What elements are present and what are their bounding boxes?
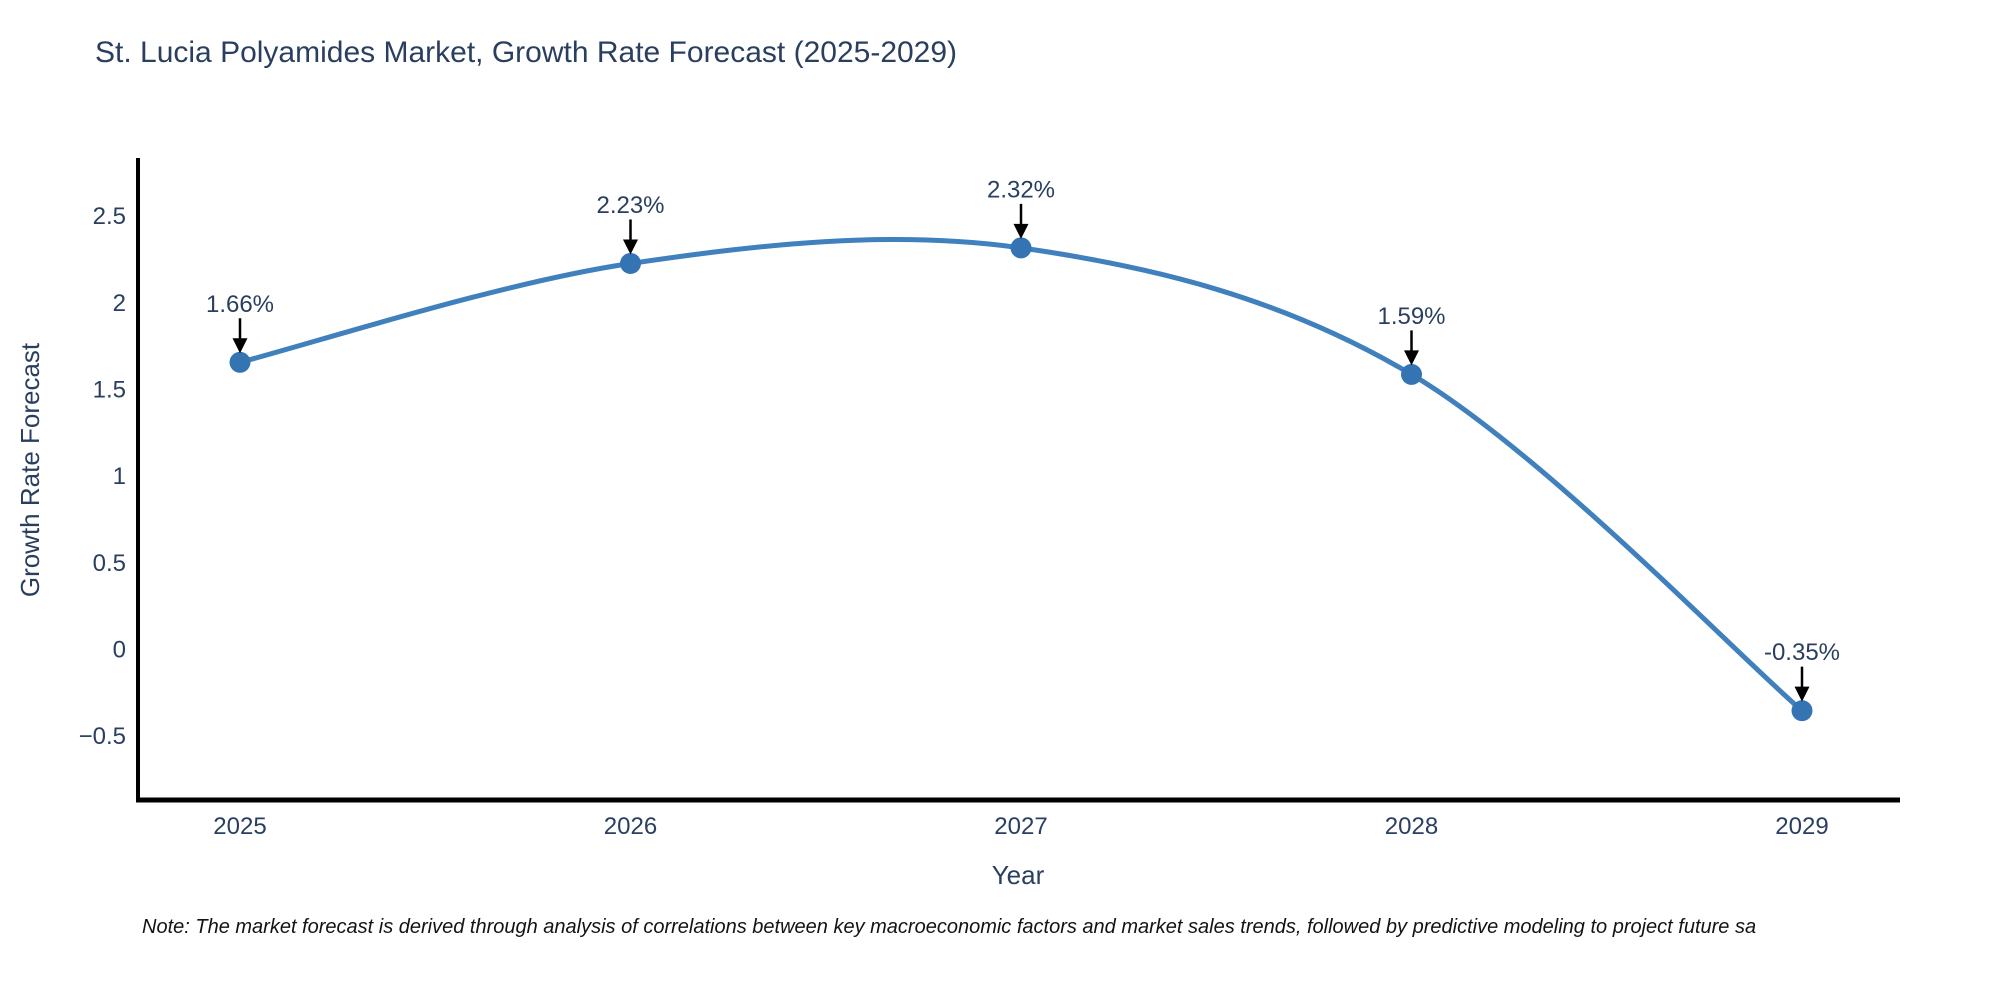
data-point-marker-2025[interactable] — [229, 351, 251, 373]
y-tick-label: 2.5 — [93, 203, 126, 230]
annotation-label: 2.23% — [596, 192, 664, 219]
x-tick-label: 2029 — [1775, 813, 1828, 840]
x-tick-label: 2025 — [213, 813, 266, 840]
annotation-arrowhead-icon — [623, 239, 638, 255]
annotation-arrowhead-icon — [1404, 350, 1419, 366]
data-point-markers — [229, 237, 1813, 722]
point-annotations: 1.66% 2.23% 2.32% 1.59% -0.35% — [206, 176, 1840, 702]
annotation-label: 1.66% — [206, 291, 274, 318]
x-axis-title: Year — [992, 860, 1045, 890]
annotation-label: 2.32% — [987, 176, 1055, 203]
annotation-label: -0.35% — [1764, 639, 1840, 666]
annotation-arrowhead-icon — [1794, 686, 1810, 702]
y-axis-ticks: 2.5 2 1.5 1 0.5 0 −0.5 — [79, 203, 126, 750]
y-axis-title: Growth Rate Forecast — [15, 342, 45, 597]
y-tick-label: 1 — [113, 463, 126, 490]
x-tick-label: 2027 — [994, 813, 1047, 840]
annotation-arrowhead-icon — [1013, 223, 1029, 239]
data-point-marker-2029[interactable] — [1791, 700, 1813, 722]
footnote: Note: The market forecast is derived thr… — [142, 916, 1757, 938]
data-point-marker-2026[interactable] — [620, 252, 641, 274]
y-tick-label: 1.5 — [93, 377, 126, 404]
annotation-arrowhead-icon — [232, 338, 248, 354]
data-point-marker-2027[interactable] — [1010, 237, 1032, 259]
y-tick-label: −0.5 — [79, 723, 126, 750]
y-tick-label: 0 — [113, 637, 126, 664]
data-point-marker-2028[interactable] — [1401, 363, 1422, 385]
x-tick-label: 2026 — [604, 813, 657, 840]
x-axis-ticks: 2025 2026 2027 2028 2029 — [213, 813, 1828, 840]
y-tick-label: 0.5 — [93, 550, 126, 577]
growth-rate-line — [237, 237, 1805, 714]
annotation-label: 1.59% — [1377, 303, 1445, 330]
x-tick-label: 2028 — [1385, 813, 1438, 840]
y-tick-label: 2 — [113, 290, 126, 317]
line-series — [237, 237, 1805, 714]
chart-title: St. Lucia Polyamides Market, Growth Rate… — [95, 36, 958, 69]
